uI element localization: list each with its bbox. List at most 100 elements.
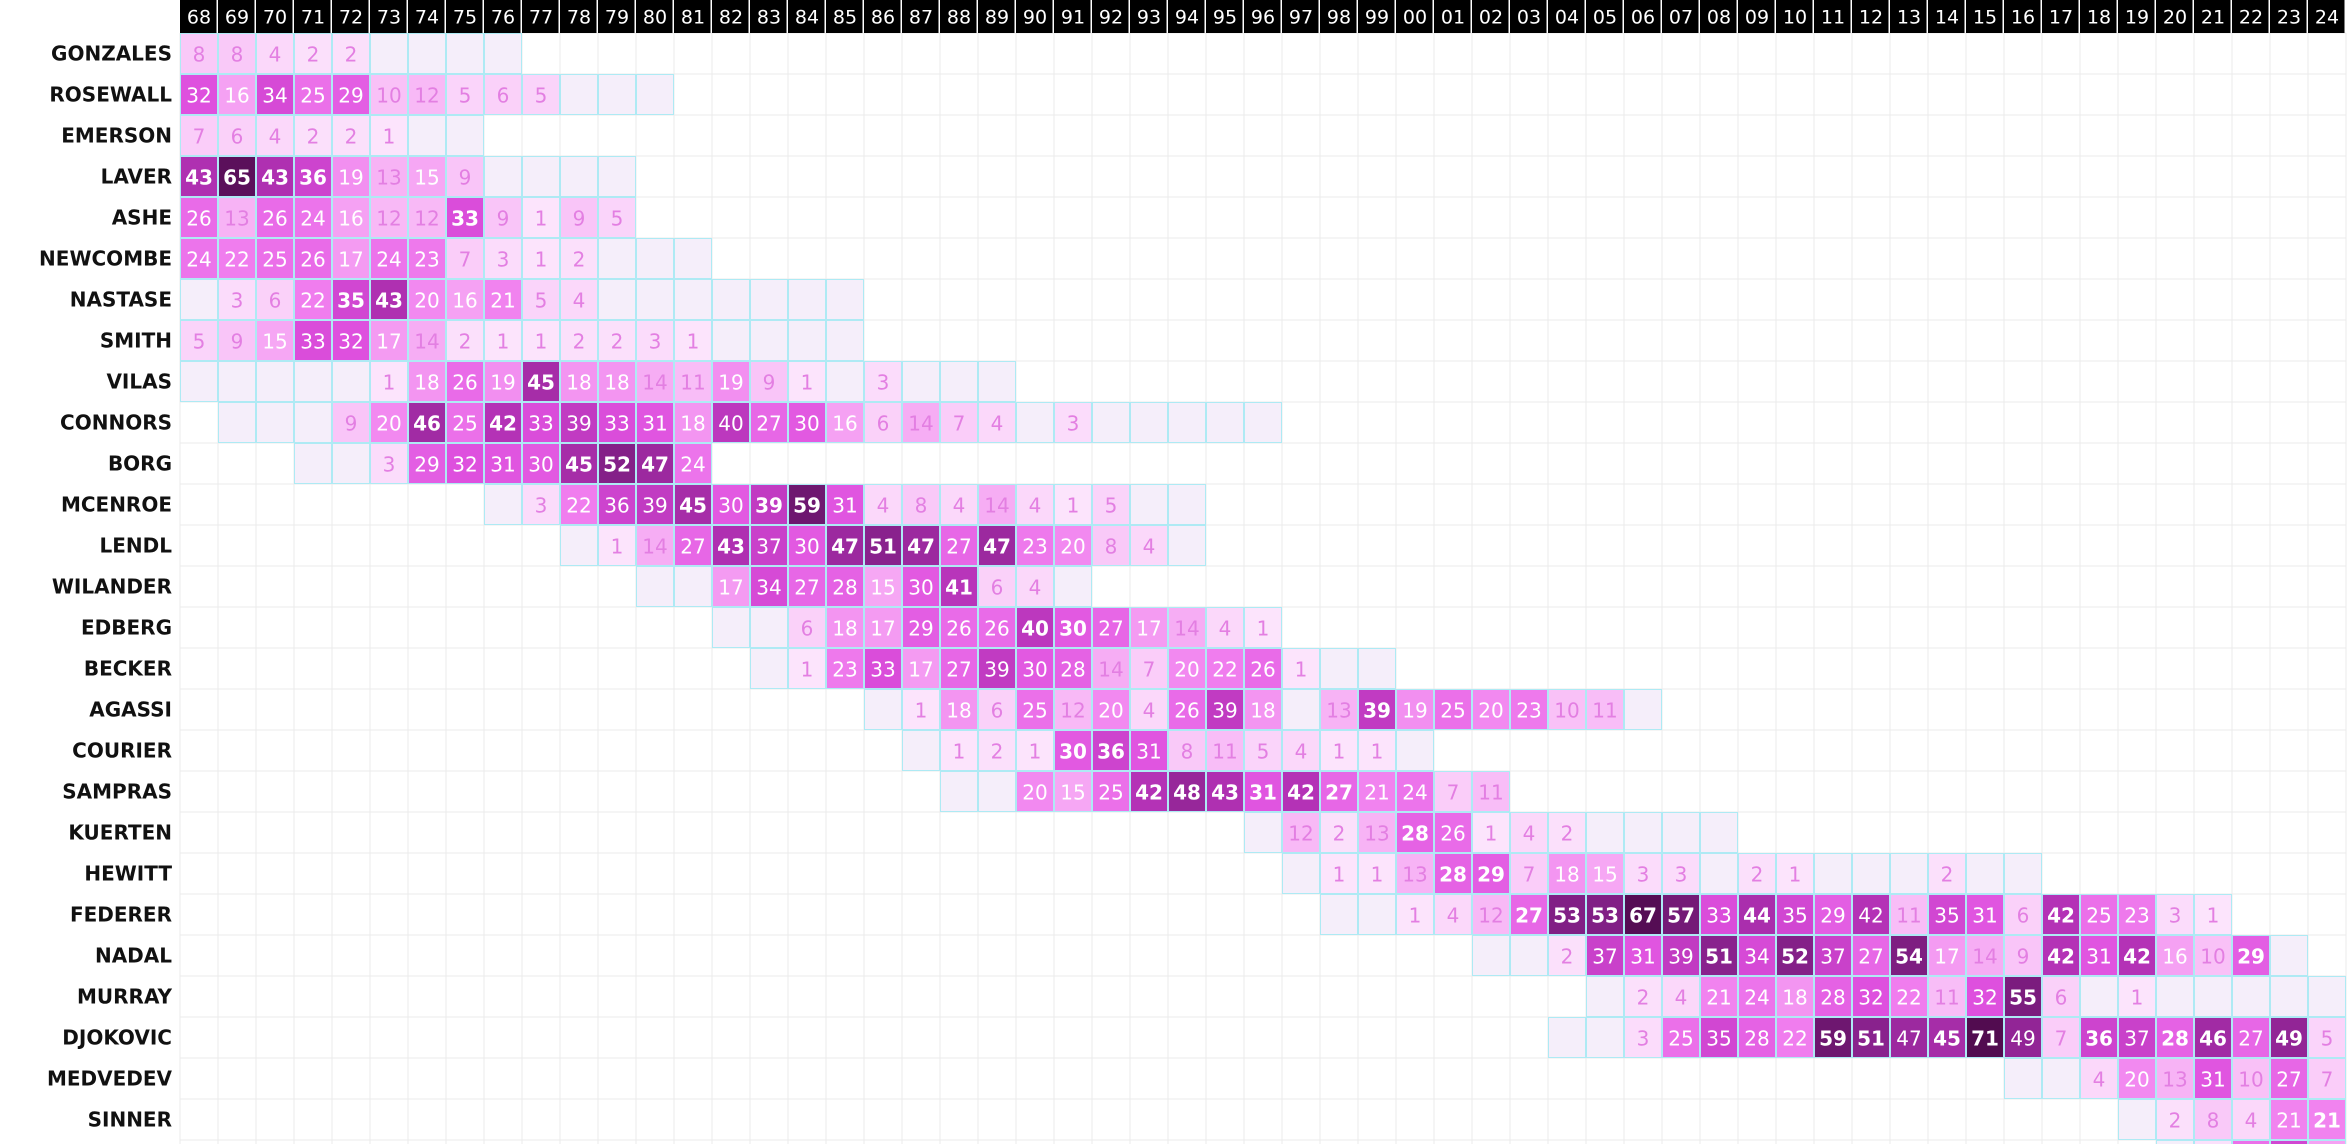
cell	[1510, 812, 1548, 853]
cell-value: 13	[2162, 1068, 2187, 1092]
player-name: EDBERG	[81, 616, 172, 640]
cell	[1206, 607, 1244, 648]
cell	[332, 197, 370, 238]
cell	[674, 484, 712, 525]
cell	[598, 443, 636, 484]
cell	[1016, 607, 1054, 648]
cell	[1282, 730, 1320, 771]
cell-value: 10	[1554, 699, 1579, 723]
cell	[902, 525, 940, 566]
cell	[1358, 853, 1396, 894]
cell	[294, 279, 332, 320]
cell-value: 27	[946, 535, 971, 559]
year-label: 15	[1973, 7, 1997, 29]
cell	[1054, 402, 1092, 443]
cell	[1624, 894, 1662, 935]
cell	[294, 402, 332, 443]
cell-value: 14	[414, 330, 439, 354]
cell	[446, 361, 484, 402]
cell	[1548, 894, 1586, 935]
cell	[2004, 1058, 2042, 1099]
cell-value: 54	[1895, 945, 1923, 969]
cell	[560, 279, 598, 320]
header-cell	[1548, 0, 1585, 33]
cell-value: 2	[573, 330, 586, 354]
player-name: HEWITT	[84, 862, 172, 886]
cell	[788, 648, 826, 689]
cell-value: 14	[908, 412, 933, 436]
cell-value: 4	[1447, 904, 1460, 928]
cell	[1814, 935, 1852, 976]
cell	[1434, 894, 1472, 935]
cell-value: 16	[452, 289, 477, 313]
cell-value: 27	[1858, 945, 1883, 969]
cell	[560, 320, 598, 361]
cell	[1054, 525, 1092, 566]
cell-value: 24	[300, 207, 325, 231]
cell-value: 37	[2124, 1027, 2149, 1051]
cell	[560, 156, 598, 197]
cell-value: 36	[2085, 1027, 2113, 1051]
header-cell	[1092, 0, 1129, 33]
cell-value: 22	[1782, 1027, 1807, 1051]
cell	[2080, 894, 2118, 935]
cell	[750, 566, 788, 607]
cell	[294, 443, 332, 484]
cell-value: 18	[604, 371, 629, 395]
cell	[294, 115, 332, 156]
cell-value: 45	[527, 371, 555, 395]
cell	[598, 484, 636, 525]
cell-value: 20	[1098, 699, 1123, 723]
cell	[1662, 812, 1700, 853]
cell	[256, 402, 294, 443]
cell	[2308, 976, 2346, 1017]
cell	[484, 33, 522, 74]
cell	[636, 238, 674, 279]
cell	[636, 74, 674, 115]
player-name: LAVER	[101, 165, 172, 189]
cell	[370, 115, 408, 156]
cell	[1282, 771, 1320, 812]
cell	[826, 566, 864, 607]
year-label: 91	[1061, 7, 1085, 29]
year-label: 76	[491, 7, 515, 29]
cell	[750, 525, 788, 566]
cell-value: 17	[376, 330, 401, 354]
header-cell	[636, 0, 673, 33]
year-label: 72	[339, 7, 363, 29]
cell	[1320, 730, 1358, 771]
header-cell	[2194, 0, 2231, 33]
cell-value: 14	[642, 535, 667, 559]
cell-value: 4	[269, 125, 282, 149]
cell	[1700, 1017, 1738, 1058]
cell-value: 37	[756, 535, 781, 559]
year-label: 71	[301, 7, 325, 29]
header-cell	[218, 0, 255, 33]
cell	[1244, 402, 1282, 443]
header-cell	[1700, 0, 1737, 33]
player-name: SMITH	[100, 329, 172, 353]
cell-value: 30	[794, 535, 819, 559]
cell	[674, 320, 712, 361]
cell-value: 27	[2238, 1027, 2263, 1051]
cell	[2080, 935, 2118, 976]
cell-value: 16	[832, 412, 857, 436]
cell	[2118, 894, 2156, 935]
cell-value: 33	[870, 658, 895, 682]
cell-value: 11	[1592, 699, 1617, 723]
header-cell	[2118, 0, 2155, 33]
header-cell	[1054, 0, 1091, 33]
cell-value: 6	[497, 84, 510, 108]
cell-value: 15	[870, 576, 895, 600]
cell-value: 35	[1706, 1027, 1731, 1051]
cell-value: 27	[680, 535, 705, 559]
cell	[1624, 812, 1662, 853]
cell	[370, 402, 408, 443]
cell-value: 4	[1143, 535, 1156, 559]
year-label: 77	[529, 7, 553, 29]
cell-value: 25	[262, 248, 287, 272]
cell	[522, 402, 560, 443]
year-label: 86	[871, 7, 895, 29]
cell	[294, 74, 332, 115]
cell	[1282, 812, 1320, 853]
